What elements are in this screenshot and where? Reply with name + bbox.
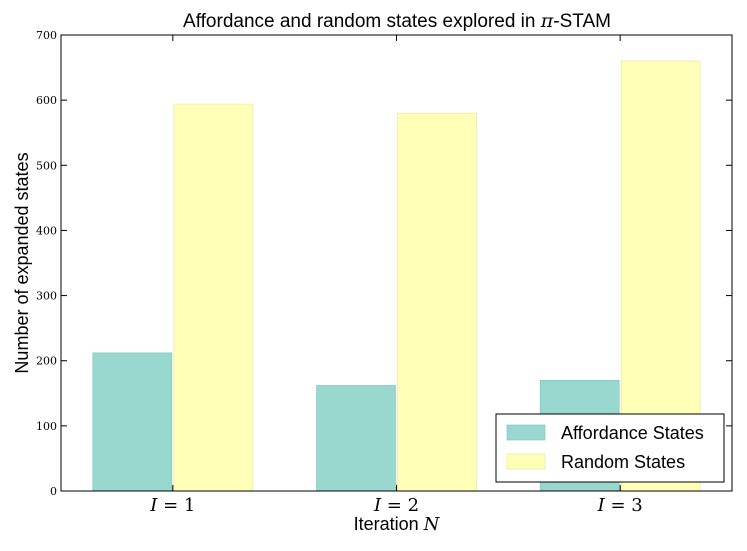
chart-title-text: Affordance and random states explored in — [183, 11, 541, 32]
plot-frame — [60, 34, 733, 492]
y-tick-label: 400 — [36, 224, 57, 237]
x-tick-label: I = 3 — [597, 495, 643, 516]
x-tick-label-rest: = 2 — [381, 495, 419, 516]
bar-random-2 — [397, 112, 477, 492]
y-tick-label: 100 — [36, 420, 57, 433]
legend-swatch — [506, 453, 546, 470]
legend-frame — [495, 413, 725, 483]
y-tick-label: 200 — [36, 355, 57, 368]
x-axis-label: Iteration N — [354, 514, 441, 535]
x-tick-label: I = 1 — [149, 495, 195, 516]
y-tick-label: 600 — [36, 94, 57, 107]
x-tick-label-var: I — [597, 495, 606, 516]
x-tick-label-rest: = 1 — [157, 495, 195, 516]
legend-label: Affordance States — [561, 423, 704, 443]
bar-affordance-2 — [316, 385, 396, 492]
x-axis-label-text: Iteration — [354, 514, 424, 534]
y-tick-label: 300 — [36, 290, 57, 303]
y-tick-label: 700 — [36, 29, 57, 42]
bar-random-1 — [173, 103, 254, 492]
legend-label: Random States — [561, 452, 685, 472]
x-tick-label-rest: = 3 — [605, 495, 643, 516]
x-tick-label-var: I — [373, 495, 382, 516]
legend: Affordance States Random States — [495, 413, 725, 483]
legend-swatch — [506, 424, 546, 441]
chart-title-math: π — [540, 10, 554, 32]
x-tick-label: I = 2 — [373, 495, 419, 516]
chart-title-suffix: -STAM — [553, 11, 611, 32]
x-tick-label-var: I — [149, 495, 158, 516]
y-axis-ticks: 0 100 200 300 400 500 600 700 — [36, 29, 732, 498]
chart-title: Affordance and random states explored in… — [183, 10, 611, 32]
y-tick-label: 500 — [36, 159, 57, 172]
x-axis-label-math: N — [423, 514, 441, 535]
y-axis-label: Number of expanded states — [12, 152, 32, 373]
bar-affordance-1 — [92, 352, 173, 492]
y-tick-label: 0 — [50, 485, 57, 498]
